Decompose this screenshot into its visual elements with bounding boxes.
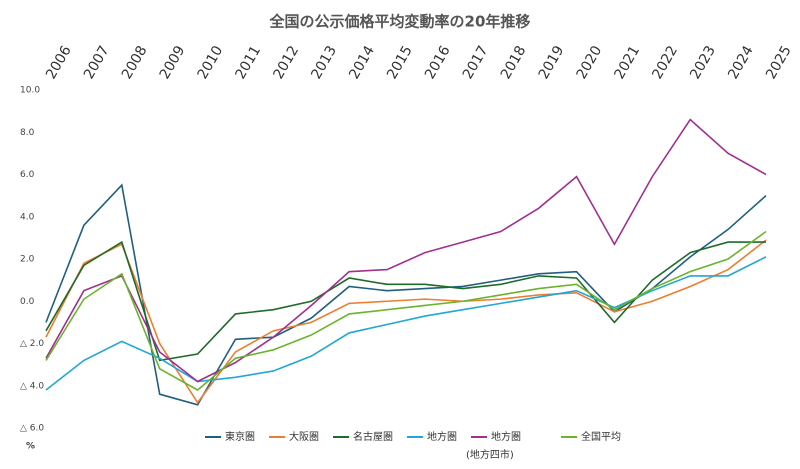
series-line (45, 118, 767, 383)
y-tick-label: 2.0 (20, 255, 35, 265)
y-tick-label: 0.0 (20, 297, 35, 307)
series-line (45, 230, 767, 391)
x-tick-label: 2022 (649, 43, 681, 82)
legend-label: 名古屋圏 (353, 430, 393, 443)
x-tick-label: 2009 (157, 43, 189, 82)
x-tick-label: 2011 (233, 43, 265, 82)
x-tick-label: 2024 (725, 43, 757, 82)
y-tick-label: 8.0 (20, 128, 35, 138)
series-line (45, 183, 767, 406)
y-unit: % (26, 442, 35, 452)
x-tick-label: 2021 (611, 43, 643, 82)
x-tick-label: 2023 (687, 43, 719, 82)
x-tick-label: 2007 (81, 43, 113, 82)
x-tick-label: 2019 (536, 43, 568, 82)
chart-title: 全国の公示価格平均変動率の20年推移 (269, 13, 531, 31)
x-tick-label: 2015 (384, 43, 416, 82)
legend-label: 全国平均 (581, 430, 621, 443)
series-line (45, 239, 767, 405)
x-tick-label: 2014 (346, 43, 378, 82)
x-tick-label: 2018 (498, 43, 530, 82)
x-tick-label: 2020 (574, 43, 606, 82)
x-tick-label: 2013 (308, 43, 340, 82)
series-line (45, 240, 766, 362)
legend-label: 地方圏 (427, 430, 457, 443)
x-tick-label: 2008 (119, 43, 151, 82)
y-tick-label: △ 4.0 (20, 381, 44, 391)
y-tick-label: 10.0 (20, 86, 40, 96)
x-tick-label: 2012 (270, 43, 302, 82)
series-line (45, 256, 767, 391)
legend-label: 東京圏 (225, 430, 255, 443)
x-tick-label: 2017 (460, 43, 492, 82)
x-tick-label: 2006 (43, 43, 75, 82)
y-tick-label: 6.0 (20, 170, 35, 180)
y-tick-label: △ 2.0 (20, 339, 44, 349)
legend-note: (地方四市) (466, 448, 514, 461)
x-tick-label: 2016 (422, 43, 454, 82)
legend-label: 大阪圏 (289, 430, 319, 443)
y-tick-label: 4.0 (20, 212, 35, 222)
x-tick-label: 2010 (195, 43, 227, 82)
legend-label: 地方圏 (491, 430, 521, 443)
y-tick-label: △ 6.0 (20, 424, 44, 434)
x-tick-label: 2025 (763, 43, 795, 82)
